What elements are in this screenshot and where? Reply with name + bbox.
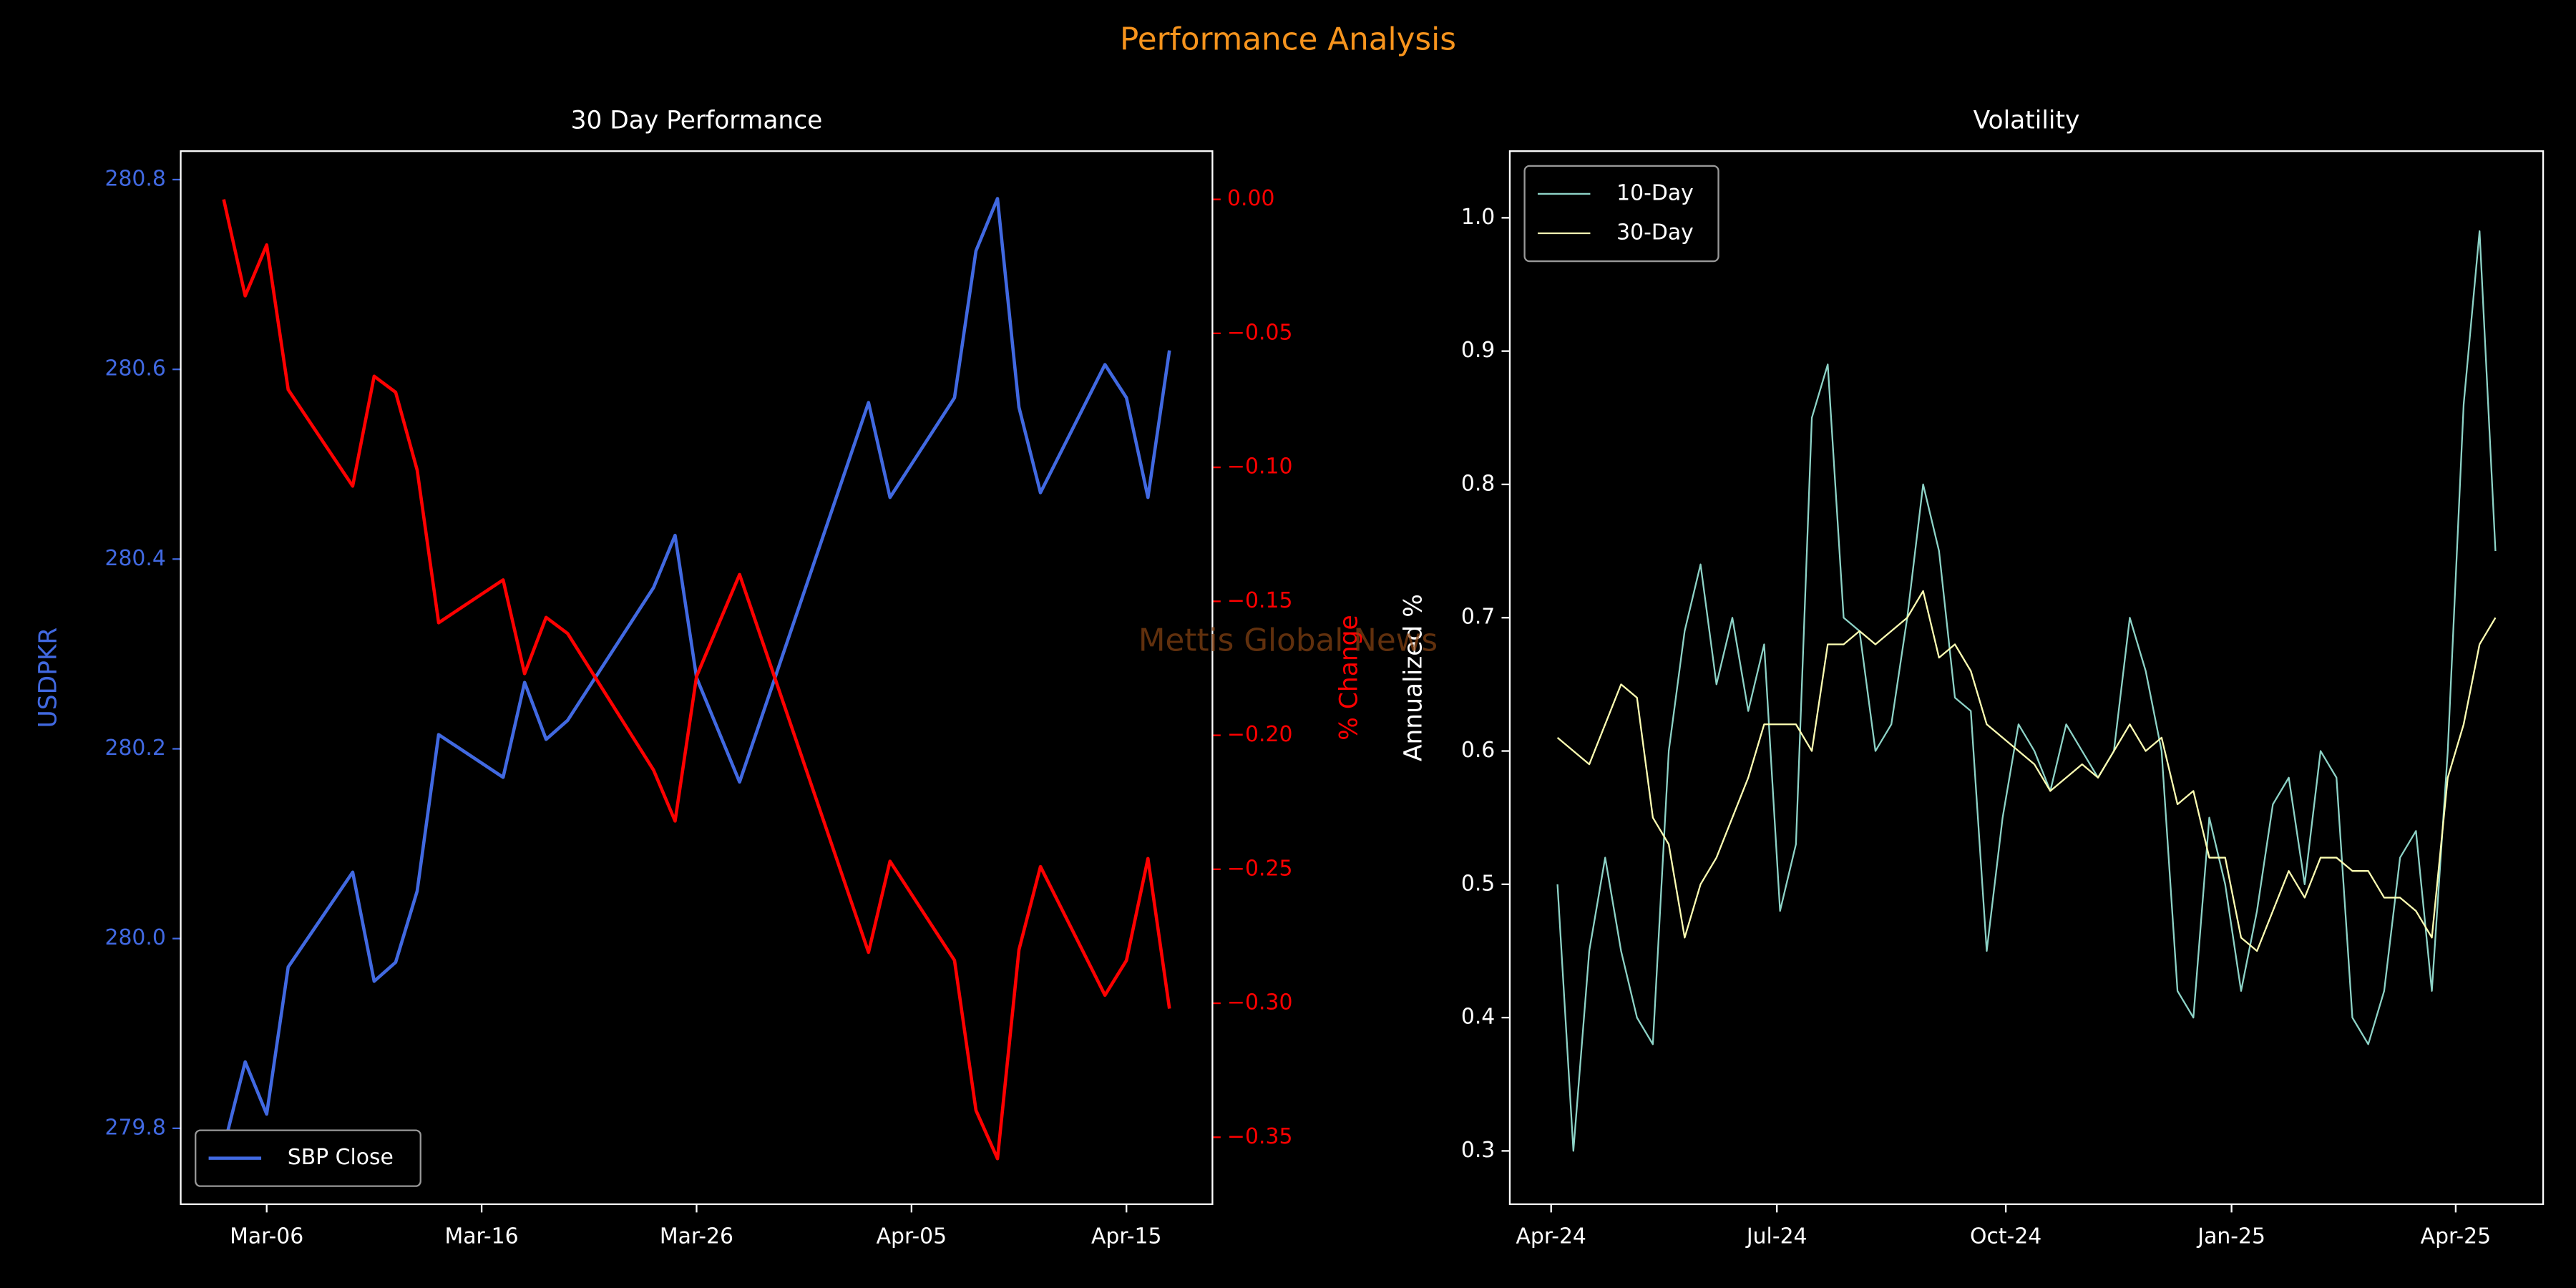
y-axis-label: Annualized % <box>1399 594 1428 761</box>
figure-title: Performance Analysis <box>1120 21 1456 57</box>
x-tick-label: Apr-25 <box>2421 1224 2491 1249</box>
y-tick-label: 0.9 <box>1461 338 1495 363</box>
legend-label: SBP Close <box>288 1145 394 1170</box>
x-tick-label: Apr-24 <box>1516 1224 1586 1249</box>
y2-tick-label: −0.25 <box>1227 856 1292 881</box>
x-tick-label: Apr-15 <box>1091 1224 1161 1249</box>
x-tick-label: Jan-25 <box>2196 1224 2265 1249</box>
y2-axis-label: % Change <box>1335 615 1364 740</box>
y2-tick-label: −0.35 <box>1227 1124 1292 1149</box>
y-tick-label: 0.5 <box>1461 871 1495 896</box>
y-tick-label: 0.6 <box>1461 738 1495 763</box>
series-line <box>1556 230 2497 1152</box>
chart-title: Volatility <box>1974 106 2080 135</box>
y2-tick-label: −0.15 <box>1227 588 1292 613</box>
y2-tick-label: −0.30 <box>1227 990 1292 1015</box>
legend-box <box>195 1129 421 1187</box>
y2-tick-label: −0.05 <box>1227 320 1292 345</box>
series-line <box>1556 590 2497 952</box>
x-tick-label: Apr-05 <box>877 1224 947 1249</box>
y-axis-label: USDPKR <box>34 628 62 728</box>
y-tick-label: 0.7 <box>1461 605 1495 630</box>
legend-label: 30-Day <box>1616 220 1694 245</box>
y-tick-label: 280.0 <box>104 925 165 950</box>
x-tick-label: Jul-24 <box>1745 1224 1807 1249</box>
x-tick-label: Mar-26 <box>660 1224 733 1249</box>
plot-frame <box>1508 150 2545 1206</box>
x-tick-label: Mar-16 <box>445 1224 519 1249</box>
y-tick-label: 280.8 <box>104 166 165 191</box>
x-tick-label: Mar-06 <box>230 1224 303 1249</box>
y-tick-label: 280.4 <box>104 546 165 571</box>
y-tick-label: 0.4 <box>1461 1005 1495 1030</box>
y2-tick-label: −0.10 <box>1227 454 1292 479</box>
y-tick-label: 0.8 <box>1461 471 1495 496</box>
legend-box <box>1523 165 1719 263</box>
y-tick-label: 1.0 <box>1461 205 1495 230</box>
y-tick-label: 280.2 <box>104 736 165 761</box>
y-tick-label: 280.6 <box>104 356 165 381</box>
chart-title: 30 Day Performance <box>571 106 823 135</box>
y2-tick-label: 0.00 <box>1227 186 1274 211</box>
y2-tick-label: −0.20 <box>1227 722 1292 747</box>
watermark: Mettis Global News <box>1138 623 1438 659</box>
legend-label: 10-Day <box>1616 180 1694 205</box>
y-tick-label: 279.8 <box>104 1115 165 1140</box>
plot-frame <box>180 150 1214 1206</box>
y-tick-label: 0.3 <box>1461 1138 1495 1163</box>
x-tick-label: Oct-24 <box>1970 1224 2041 1249</box>
series-line <box>222 199 1171 1161</box>
series-line <box>222 197 1171 1148</box>
